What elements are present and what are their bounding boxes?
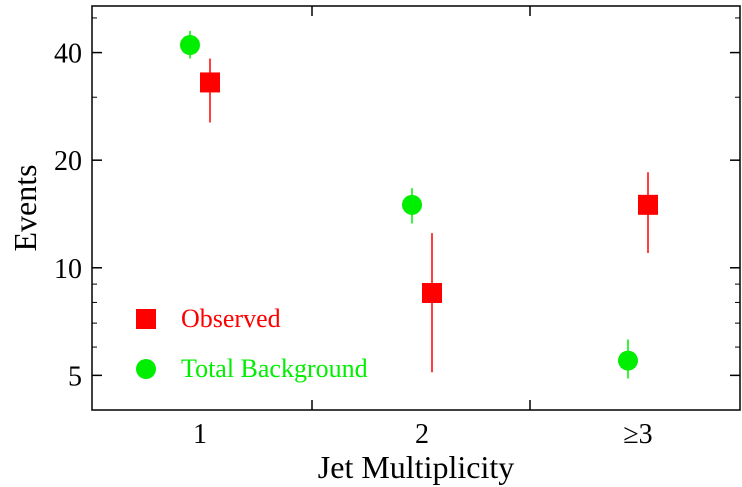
y-axis-tick-labels: 5 10 20 40 <box>54 39 82 393</box>
legend: Observed Total Background <box>136 304 368 383</box>
x-tick-label: 2 <box>415 419 429 450</box>
series-layer <box>180 30 658 379</box>
total-background-point <box>402 194 422 215</box>
observed-point <box>638 194 658 215</box>
x-tick-label: 1 <box>193 419 207 450</box>
x-axis-tick-labels: 1 2 ≥3 <box>193 419 653 450</box>
x-axis-label: Jet Multiplicity <box>318 449 514 485</box>
legend-marker-total-background <box>136 359 156 379</box>
legend-label-observed: Observed <box>181 304 281 333</box>
y-axis-label: Events <box>7 164 43 251</box>
total-background-point <box>618 350 638 371</box>
y-tick-label: 40 <box>54 39 82 70</box>
legend-label-total-background: Total Background <box>181 354 368 383</box>
y-tick-label: 20 <box>54 146 82 177</box>
observed-point <box>200 72 220 93</box>
y-tick-label: 5 <box>68 361 82 392</box>
y-axis-ticks <box>92 17 740 377</box>
x-axis-ticks <box>311 6 531 410</box>
plot-frame <box>91 5 741 411</box>
total-background-point <box>180 35 200 56</box>
legend-marker-observed <box>136 309 156 329</box>
x-tick-label: ≥3 <box>623 419 652 450</box>
y-tick-label: 10 <box>54 254 82 285</box>
observed-point <box>422 282 442 303</box>
